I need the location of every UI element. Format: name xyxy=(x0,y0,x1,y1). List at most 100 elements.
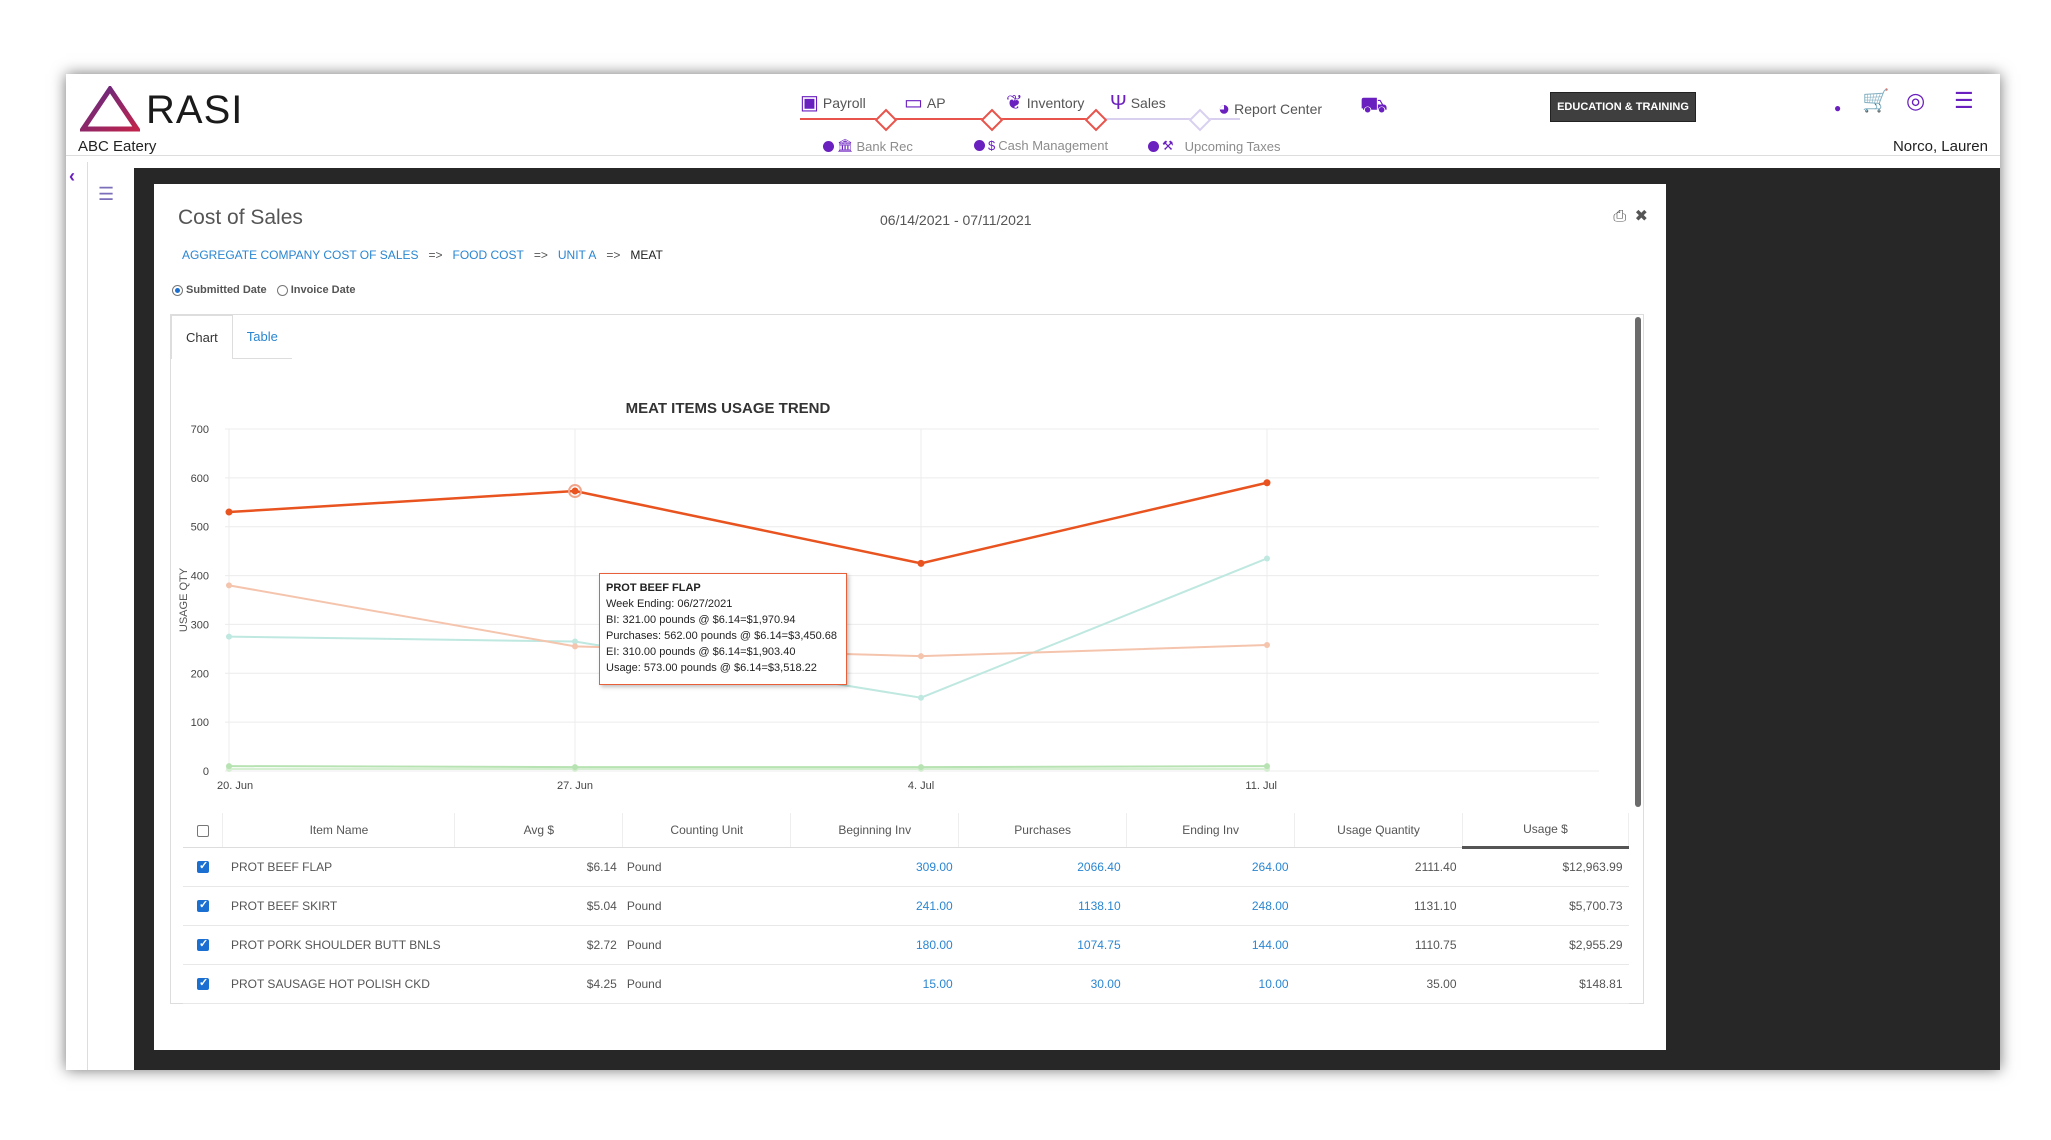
nav-inventory[interactable]: ❦ Inventory xyxy=(1006,90,1084,116)
nav-ap[interactable]: ▭ AP xyxy=(904,90,946,116)
ending-inv-cell[interactable]: 10.00 xyxy=(1126,964,1295,1004)
purchases-cell[interactable]: 30.00 xyxy=(958,964,1127,1004)
nav-payroll[interactable]: ▣ Payroll xyxy=(800,90,866,116)
series-point-1[interactable] xyxy=(572,643,578,650)
breadcrumb-aggregate[interactable]: AGGREGATE COMPANY COST OF SALES xyxy=(182,248,419,262)
series-point-0[interactable] xyxy=(571,487,579,495)
row-checkbox[interactable] xyxy=(196,976,209,991)
x-tick-label: 11. Jul xyxy=(1245,780,1277,792)
hover-marker xyxy=(568,484,582,499)
col-usage-amount[interactable]: Usage $ xyxy=(1462,813,1629,849)
panel-scrollbar[interactable] xyxy=(1635,317,1641,807)
purchases-cell[interactable]: 1074.75 xyxy=(958,925,1127,965)
series-point-2[interactable] xyxy=(226,633,232,640)
table-row[interactable]: PROT PORK SHOULDER BUTT BNLS$2.72Pound18… xyxy=(183,925,1629,965)
menu-icon[interactable]: ☰ xyxy=(1954,88,1974,113)
series-point-1[interactable] xyxy=(1264,641,1270,648)
ending-inv-cell[interactable]: 248.00 xyxy=(1126,886,1295,926)
series-line-0[interactable] xyxy=(228,481,1268,565)
side-menu-icon[interactable]: ☰ xyxy=(98,184,115,204)
col-beginning-inv[interactable]: Beginning Inv xyxy=(790,813,960,848)
subnav-cash-management-label: Cash Management xyxy=(998,138,1109,153)
col-avg[interactable]: Avg $ xyxy=(454,813,624,848)
radio-invoice-date[interactable]: Invoice Date xyxy=(276,284,356,296)
breadcrumb-unit-a[interactable]: UNIT A xyxy=(557,248,597,262)
subnav-bank-rec-label: Bank Rec xyxy=(856,138,913,154)
row-checkbox[interactable] xyxy=(196,937,209,952)
tab-table[interactable]: Table xyxy=(232,315,292,359)
nav-report-center-label: Report Center xyxy=(1234,101,1323,117)
table-row[interactable]: PROT SAUSAGE HOT POLISH CKD$4.25Pound15.… xyxy=(183,964,1629,1004)
subnav-upcoming-taxes[interactable]: ⚒ Upcoming Taxes xyxy=(1148,138,1281,154)
col-item-name[interactable]: Item Name xyxy=(222,813,456,848)
cart-icon[interactable]: 🛒 xyxy=(1862,88,1890,113)
col-counting-unit[interactable]: Counting Unit xyxy=(622,813,792,848)
col-ending-inv[interactable]: Ending Inv xyxy=(1126,813,1296,848)
radio-invoice-indicator[interactable] xyxy=(276,284,288,296)
table-row[interactable]: PROT BEEF SKIRT$5.04Pound241.001138.1024… xyxy=(183,886,1629,926)
subnav-cash-management[interactable]: $ Cash Management xyxy=(974,138,1108,153)
ending-inv-cell[interactable]: 264.00 xyxy=(1126,847,1295,887)
beginning-inv-cell[interactable]: 180.00 xyxy=(790,925,959,965)
ending-inv-cell[interactable]: 144.00 xyxy=(1126,925,1295,965)
series-point-2[interactable] xyxy=(572,638,578,645)
user-name[interactable]: Norco, Lauren xyxy=(1892,138,1988,155)
series-point-0[interactable] xyxy=(1263,479,1271,487)
info-dot-icon xyxy=(1148,140,1159,152)
col-purchases[interactable]: Purchases xyxy=(958,813,1128,848)
modal-date-range: 06/14/2021 - 07/11/2021 xyxy=(880,212,1032,228)
nav-sales[interactable]: Ψ Sales xyxy=(1110,90,1166,116)
breadcrumb-food-cost[interactable]: FOOD COST xyxy=(452,248,524,262)
card-icon: ▭ xyxy=(904,92,923,114)
radio-submitted-indicator[interactable] xyxy=(172,284,183,296)
lifebuoy-icon[interactable]: ◎ xyxy=(1906,88,1926,113)
series-point-2[interactable] xyxy=(918,694,924,701)
col-usage-quantity[interactable]: Usage Quantity xyxy=(1294,813,1463,848)
beginning-inv-cell[interactable]: 309.00 xyxy=(790,847,959,887)
close-icon[interactable]: ✖ xyxy=(1634,208,1648,225)
select-all-checkbox[interactable] xyxy=(196,824,209,837)
company-name[interactable]: ABC Eatery xyxy=(78,138,157,155)
truck-icon[interactable]: ⛟ xyxy=(1360,92,1388,117)
breadcrumb: AGGREGATE COMPANY COST OF SALES => FOOD … xyxy=(182,248,663,262)
tooltip-line: Purchases: 562.00 pounds @ $6.14=$3,450.… xyxy=(606,630,838,642)
print-icon[interactable]: ⎙ xyxy=(1613,208,1627,225)
avg-cell: $6.14 xyxy=(454,847,623,887)
help-icon[interactable]: ● xyxy=(1834,101,1842,115)
rasi-triangle-icon xyxy=(78,84,142,132)
series-point-3[interactable] xyxy=(1264,763,1270,770)
tooltip-title: PROT BEEF FLAP xyxy=(606,582,701,594)
series-point-3[interactable] xyxy=(918,764,924,771)
chevron-left-icon[interactable]: ‹ xyxy=(69,166,75,186)
item-name-cell: PROT BEEF SKIRT xyxy=(222,886,455,926)
education-training-button[interactable]: EDUCATION & TRAINING xyxy=(1550,92,1696,122)
left-rail xyxy=(66,162,88,1070)
radio-submitted-label: Submitted Date xyxy=(186,284,267,296)
rasi-logo[interactable]: RASI xyxy=(78,84,250,132)
beginning-inv-cell[interactable]: 15.00 xyxy=(790,964,959,1004)
series-point-2[interactable] xyxy=(1264,555,1270,562)
y-tick-label: 400 xyxy=(191,571,209,583)
tab-chart[interactable]: Chart xyxy=(171,315,233,359)
series-point-1[interactable] xyxy=(226,582,232,589)
subnav-bank-rec[interactable]: 🏛 Bank Rec xyxy=(823,138,913,154)
unit-cell: Pound xyxy=(622,964,791,1004)
series-point-0[interactable] xyxy=(917,559,925,567)
series-point-3[interactable] xyxy=(226,763,232,770)
cost-of-sales-modal: Cost of Sales 06/14/2021 - 07/11/2021 ⎙ … xyxy=(154,184,1666,1050)
usage-amount-cell: $2,955.29 xyxy=(1462,925,1629,965)
breadcrumb-sep: => xyxy=(428,248,443,262)
radio-submitted-date[interactable]: Submitted Date xyxy=(172,284,267,296)
series-point-1[interactable] xyxy=(918,653,924,660)
nav-report-center[interactable]: ◕ Report Center xyxy=(1218,96,1322,122)
beginning-inv-cell[interactable]: 241.00 xyxy=(790,886,959,926)
series-point-0[interactable] xyxy=(225,508,233,516)
purchases-cell[interactable]: 1138.10 xyxy=(958,886,1127,926)
series-point-3[interactable] xyxy=(572,764,578,771)
series-line-3[interactable] xyxy=(228,765,1268,769)
info-dot-icon xyxy=(823,140,834,152)
row-checkbox[interactable] xyxy=(196,898,209,913)
purchases-cell[interactable]: 2066.40 xyxy=(958,847,1127,887)
table-row[interactable]: PROT BEEF FLAP$6.14Pound309.002066.40264… xyxy=(183,847,1629,887)
row-checkbox[interactable] xyxy=(196,859,209,874)
